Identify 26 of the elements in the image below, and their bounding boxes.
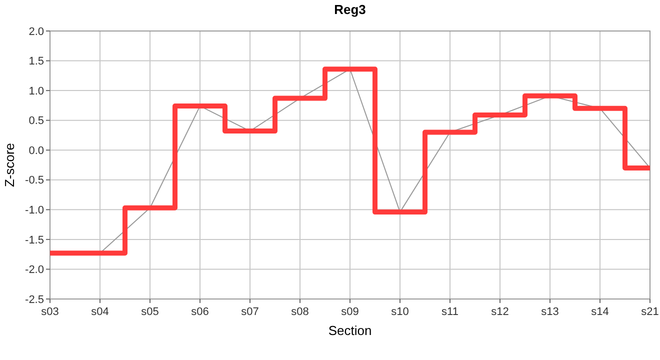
x-tick-label: s03	[41, 306, 59, 318]
y-tick-label: 1.0	[28, 85, 44, 98]
x-tick-label: s05	[141, 306, 159, 318]
y-tick-label: -1.5	[25, 234, 44, 246]
y-axis-title: Z-score	[2, 142, 17, 188]
x-tick-label: s10	[391, 306, 409, 318]
x-tick-label: s13	[541, 306, 559, 318]
chart-title: Reg3	[334, 2, 366, 17]
y-tick-label: -2.5	[25, 294, 44, 306]
y-tick-label: 0.5	[28, 115, 44, 128]
x-tick-label: s06	[191, 306, 209, 318]
y-tick-label: -0.5	[25, 174, 44, 187]
x-tick-label: s04	[91, 306, 109, 318]
y-tick-label: 2.0	[28, 26, 44, 38]
y-tick-label: -2.0	[25, 264, 44, 276]
y-tick-label: 0.0	[28, 144, 44, 157]
x-tick-label: s21	[641, 306, 659, 318]
x-tick-label: s11	[442, 306, 458, 318]
x-tick-label: s07	[241, 306, 259, 318]
x-tick-label: s14	[591, 306, 609, 318]
x-tick-label: s08	[291, 306, 309, 318]
x-axis-title: Section	[328, 323, 372, 338]
x-tick-label: s09	[341, 306, 359, 318]
y-tick-label: -1.0	[25, 204, 44, 217]
y-tick-label: 1.5	[28, 56, 44, 68]
x-tick-label: s12	[491, 306, 509, 318]
